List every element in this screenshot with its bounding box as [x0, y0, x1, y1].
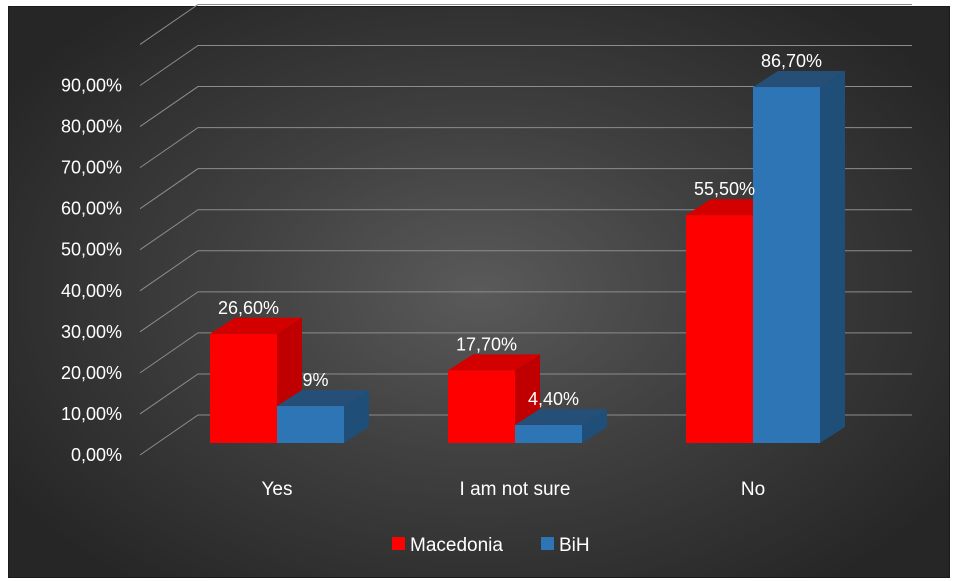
bar-top — [753, 71, 845, 88]
legend: Macedonia BiH — [392, 535, 590, 556]
data-label: 86,70% — [761, 51, 822, 71]
bar — [210, 317, 302, 443]
y-tick-label: 60,00% — [61, 199, 122, 219]
legend-swatch-macedonia — [392, 537, 405, 550]
x-category-label: Yes — [262, 479, 293, 500]
y-tick-label: 80,00% — [61, 117, 122, 137]
data-label: 9% — [302, 370, 328, 390]
data-labels: 26,60% 9% 17,70% 4,40% 55,50% 86,70% — [218, 51, 822, 409]
bar-front — [448, 370, 515, 443]
gridline — [139, 209, 912, 251]
data-label: 26,60% — [218, 298, 279, 318]
bar — [753, 71, 845, 443]
x-category-label: No — [741, 479, 765, 500]
gridline — [139, 414, 912, 456]
data-label: 4,40% — [528, 389, 579, 409]
bar-top — [515, 408, 607, 425]
bar-top — [448, 354, 540, 371]
y-tick-label: 0,00% — [71, 445, 122, 465]
x-axis-categories: Yes I am not sure No — [262, 479, 766, 500]
gridline — [139, 45, 912, 86]
bar-front — [277, 406, 344, 443]
gridline — [139, 332, 912, 374]
y-tick-label: 90,00% — [61, 76, 122, 96]
gridline — [139, 168, 912, 210]
bar-side — [820, 71, 845, 443]
bar — [277, 390, 369, 443]
bar-front — [753, 87, 820, 443]
gridline — [139, 86, 912, 127]
data-label: 55,50% — [694, 179, 755, 199]
legend-label-macedonia: Macedonia — [410, 535, 503, 556]
y-tick-label: 30,00% — [61, 322, 122, 342]
legend-label-bih: BiH — [559, 535, 590, 556]
y-tick-label: 10,00% — [61, 404, 122, 424]
data-label: 17,70% — [456, 334, 517, 354]
bar-top — [210, 317, 302, 334]
gridline — [139, 127, 912, 169]
gridline — [139, 373, 912, 415]
bar-top — [277, 390, 369, 407]
gridline — [139, 291, 912, 333]
bars — [210, 71, 845, 443]
y-tick-label: 50,00% — [61, 240, 122, 260]
x-category-label: I am not sure — [460, 479, 571, 500]
y-tick-label: 40,00% — [61, 281, 122, 301]
bar-front — [210, 333, 277, 443]
bar-side — [344, 390, 369, 443]
bar-front — [515, 424, 582, 443]
y-tick-label: 70,00% — [61, 158, 122, 178]
bar-front — [686, 215, 753, 443]
legend-swatch-bih — [541, 537, 554, 550]
bar — [515, 408, 607, 443]
bar-side — [582, 408, 607, 443]
y-axis-ticks: 0,00% 10,00% 20,00% 30,00% 40,00% 50,00% 60,00… — [61, 76, 122, 466]
gridlines — [139, 3, 912, 456]
gridline — [139, 250, 912, 292]
gridline — [139, 3, 912, 45]
y-tick-label: 20,00% — [61, 363, 122, 383]
